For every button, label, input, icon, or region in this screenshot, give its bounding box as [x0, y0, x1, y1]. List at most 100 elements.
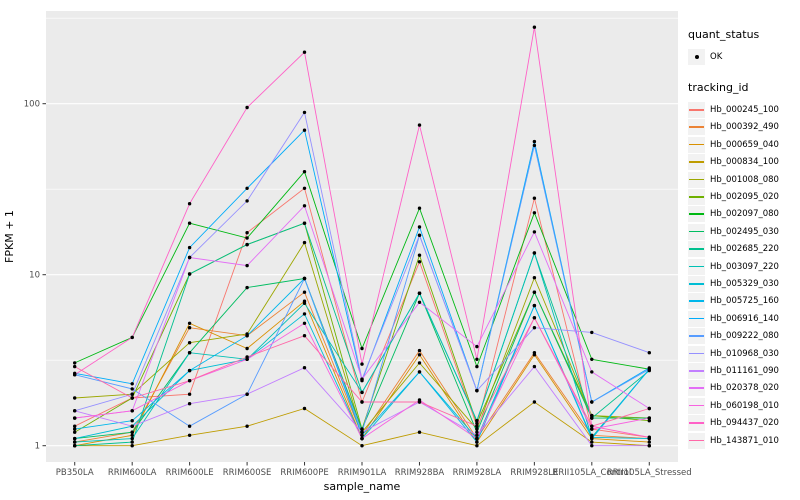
data-point	[647, 406, 651, 411]
data-point	[245, 285, 249, 290]
data-point	[475, 344, 479, 349]
legend-item: Hb_060198_010	[688, 397, 800, 414]
data-point	[130, 436, 134, 441]
data-point	[302, 170, 307, 174]
axes: 1 10 100 PB350LA RRIM600LA RRIM600LE RRIM600SE…	[24, 100, 692, 478]
data-point	[475, 427, 479, 431]
data-point	[187, 351, 192, 355]
data-point	[130, 382, 134, 386]
data-point	[187, 402, 192, 406]
legend-item-label: OK	[710, 51, 723, 62]
legend-line-icon	[689, 126, 704, 129]
data-point	[360, 444, 364, 448]
data-point	[590, 427, 594, 431]
data-point	[302, 110, 307, 115]
data-point	[417, 233, 422, 237]
x-tick-label: RRIM600LA	[108, 468, 157, 478]
legend-item-ok: OK	[688, 48, 800, 65]
data-point	[590, 330, 594, 335]
x-tick-label: RRIM600PE	[280, 468, 328, 478]
legend-key-swatch	[688, 154, 705, 171]
data-point	[532, 276, 537, 280]
legend-item: Hb_143871_010	[688, 432, 800, 449]
legend-item: Hb_000834_100	[688, 154, 800, 171]
data-point	[187, 255, 192, 260]
series-lines	[73, 25, 651, 448]
legend-item: Hb_005725_160	[688, 293, 800, 310]
data-point	[532, 364, 537, 369]
data-point	[130, 396, 134, 400]
data-point	[417, 361, 422, 365]
data-point	[245, 236, 249, 240]
legend-key-swatch	[688, 380, 705, 397]
legend-key-swatch	[688, 432, 705, 449]
data-point	[245, 186, 249, 190]
data-point	[532, 326, 537, 330]
data-point	[302, 301, 307, 305]
data-point	[532, 196, 537, 200]
legend-line-icon	[689, 109, 704, 111]
legend-key-swatch	[688, 293, 705, 310]
data-point	[130, 409, 134, 413]
legend-key-swatch	[688, 310, 705, 327]
legend-line-icon	[689, 213, 704, 216]
legend-item-label: Hb_011161_090	[710, 365, 779, 376]
data-point	[532, 230, 537, 234]
data-point	[245, 199, 249, 203]
legend-line-icon	[689, 230, 704, 233]
data-point	[360, 390, 364, 395]
data-point	[475, 364, 479, 369]
data-point	[187, 433, 192, 437]
data-point	[73, 373, 77, 377]
data-point	[245, 105, 249, 110]
data-point	[73, 436, 77, 441]
data-point	[73, 440, 77, 444]
data-point	[187, 221, 192, 225]
data-point	[130, 444, 134, 448]
data-point	[245, 242, 249, 247]
data-point	[590, 440, 594, 444]
legend-line-icon	[689, 282, 704, 285]
legend-key-swatch	[688, 102, 705, 119]
legend-line-icon	[689, 352, 704, 355]
data-point	[302, 50, 307, 54]
data-point	[302, 406, 307, 411]
data-point	[245, 424, 249, 428]
data-point	[475, 357, 479, 361]
data-point	[130, 440, 134, 444]
legend-item: Hb_010968_030	[688, 345, 800, 362]
legend-key-swatch	[688, 171, 705, 188]
legend-item-label: Hb_000659_040	[710, 139, 779, 150]
data-point	[302, 186, 307, 190]
data-point	[417, 348, 422, 353]
data-point	[475, 440, 479, 444]
x-axis-title: sample_name	[324, 480, 401, 493]
data-point	[187, 424, 192, 428]
data-point	[360, 400, 364, 404]
y-tick-label: 100	[24, 100, 40, 110]
data-point	[302, 240, 307, 245]
legend-item: Hb_000245_100	[688, 101, 800, 119]
data-point	[475, 433, 479, 437]
data-point	[417, 291, 422, 295]
data-point	[360, 362, 364, 366]
legend-item: Hb_011161_090	[688, 362, 800, 379]
legend-item-label: Hb_009222_080	[710, 331, 779, 342]
legend-item-label: Hb_002097_080	[710, 209, 779, 220]
legend-item-label: Hb_001008_080	[710, 174, 779, 185]
legend-key-swatch	[688, 328, 705, 345]
legend-item: Hb_005329_030	[688, 275, 800, 292]
legend-quant-status-title: quant_status	[688, 28, 760, 41]
data-point	[417, 430, 422, 434]
data-point	[245, 346, 249, 351]
legend-item-label: Hb_002095_020	[710, 192, 779, 203]
y-tick-label: 1	[35, 442, 40, 452]
data-point	[187, 341, 192, 345]
data-point	[302, 321, 307, 325]
legend-tracking-items: Hb_000245_100 Hb_000392_490 Hb_000659_040 H…	[688, 101, 800, 449]
data-point	[532, 303, 537, 308]
legend-item-label: Hb_060198_010	[710, 400, 779, 411]
data-point	[647, 440, 651, 444]
